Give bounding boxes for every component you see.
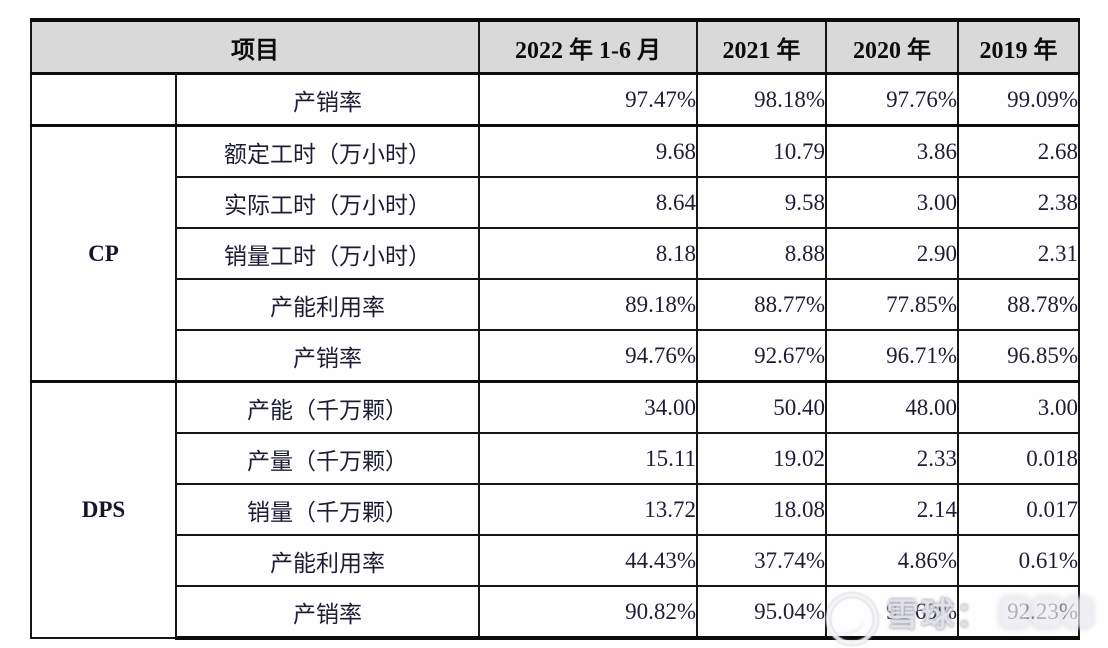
value-cell: 77.85% <box>825 278 959 331</box>
value-cell: 3.00 <box>825 176 959 229</box>
value-cell: 92.67% <box>696 329 827 383</box>
group-cell-cp: CP <box>30 124 177 383</box>
value-cell: 90.82% <box>478 585 698 640</box>
value-cell: 96.71% <box>825 329 959 383</box>
value-cell: 2.90 <box>825 227 959 280</box>
value-cell: 9.68 <box>478 124 698 178</box>
value-cell: 2.14 <box>825 483 959 536</box>
column-header-2022h1: 2022 年 1-6 月 <box>478 18 698 75</box>
value-cell: 9.58 <box>696 176 827 229</box>
group-cell-dps: DPS <box>30 380 177 639</box>
table-row: DPS 产能（千万颗） 34.00 50.40 48.00 3.00 <box>30 380 1080 639</box>
column-header-2020: 2020 年 <box>825 18 959 75</box>
row-label: 销量（千万颗） <box>175 483 480 536</box>
table-row: 产销率 94.76% 92.67% 96.71% 96.85% <box>31 329 1080 383</box>
column-header-2019: 2019 年 <box>957 18 1080 75</box>
value-cell: 98.18% <box>696 72 827 127</box>
value-cell: 8.18 <box>478 227 698 280</box>
value-cell: 19.02 <box>696 432 827 485</box>
value-cell: 97.47% <box>478 72 698 127</box>
value-cell: 4.86% <box>825 534 959 587</box>
value-cell: 96.85% <box>957 329 1080 383</box>
value-cell: 8.64 <box>478 176 698 229</box>
table-row: 实际工时（万小时） 8.64 9.58 3.00 2.38 <box>31 176 1080 229</box>
value-cell: 95.04% <box>696 585 827 640</box>
header-row: 项目 2022 年 1-6 月 2021 年 2020 年 2019 年 <box>30 18 1080 75</box>
value-cell: 2.33 <box>825 432 959 485</box>
value-cell: 2.38 <box>957 176 1080 229</box>
value-cell: 15.11 <box>478 432 698 485</box>
value-cell: 99.09% <box>957 72 1080 127</box>
value-cell: 18.08 <box>696 483 827 536</box>
table-row: 产能利用率 44.43% 37.74% 4.86% 0.61% <box>31 534 1080 587</box>
value-cell: 0.018 <box>957 432 1080 485</box>
table-row: 产能利用率 89.18% 88.77% 77.85% 88.78% <box>31 278 1080 331</box>
value-cell: 89.18% <box>478 278 698 331</box>
row-label: 实际工时（万小时） <box>175 176 480 229</box>
table-row: 产销率 90.82% 95.04% 91.69% 92.23% <box>31 585 1080 640</box>
row-label: 产销率 <box>175 72 480 127</box>
value-cell: 2.31 <box>957 227 1080 280</box>
value-cell: 2.68 <box>957 124 1080 178</box>
value-cell: 10.79 <box>696 124 827 178</box>
row-label: 销量工时（万小时） <box>175 227 480 280</box>
value-cell: 88.78% <box>957 278 1080 331</box>
value-cell: 3.86 <box>825 124 959 178</box>
capacity-utilization-table: 项目 2022 年 1-6 月 2021 年 2020 年 2019 年 产销率… <box>30 18 1080 640</box>
table-row: CP 额定工时（万小时） 9.68 10.79 3.86 2.68 <box>30 124 1080 383</box>
value-cell: 91.69% <box>825 585 959 640</box>
value-cell: 37.74% <box>696 534 827 587</box>
table-row: 销量（千万颗） 13.72 18.08 2.14 0.017 <box>31 483 1080 536</box>
value-cell: 3.00 <box>957 380 1080 434</box>
group-cell-empty <box>30 72 177 127</box>
value-cell: 97.76% <box>825 72 959 127</box>
row-label: 产量（千万颗） <box>175 432 480 485</box>
value-cell: 88.77% <box>696 278 827 331</box>
table-wrap: 项目 2022 年 1-6 月 2021 年 2020 年 2019 年 产销率… <box>30 18 1080 640</box>
value-cell: 0.017 <box>957 483 1080 536</box>
column-header-item: 项目 <box>30 18 480 75</box>
row-label: 产销率 <box>175 585 480 640</box>
table-row: 产销率 97.47% 98.18% 97.76% 99.09% <box>30 72 1080 127</box>
value-cell: 50.40 <box>696 380 827 434</box>
value-cell: 13.72 <box>478 483 698 536</box>
row-label: 额定工时（万小时） <box>175 124 480 178</box>
row-label: 产能（千万颗） <box>175 380 480 434</box>
row-label: 产销率 <box>175 329 480 383</box>
column-header-2021: 2021 年 <box>696 18 827 75</box>
row-label: 产能利用率 <box>175 534 480 587</box>
value-cell: 44.43% <box>478 534 698 587</box>
value-cell: 8.88 <box>696 227 827 280</box>
value-cell: 0.61% <box>957 534 1080 587</box>
value-cell: 48.00 <box>825 380 959 434</box>
value-cell: 94.76% <box>478 329 698 383</box>
table-row: 产量（千万颗） 15.11 19.02 2.33 0.018 <box>31 432 1080 485</box>
value-cell: 34.00 <box>478 380 698 434</box>
value-cell: 92.23% <box>957 585 1080 640</box>
table-row: 销量工时（万小时） 8.18 8.88 2.90 2.31 <box>31 227 1080 280</box>
row-label: 产能利用率 <box>175 278 480 331</box>
